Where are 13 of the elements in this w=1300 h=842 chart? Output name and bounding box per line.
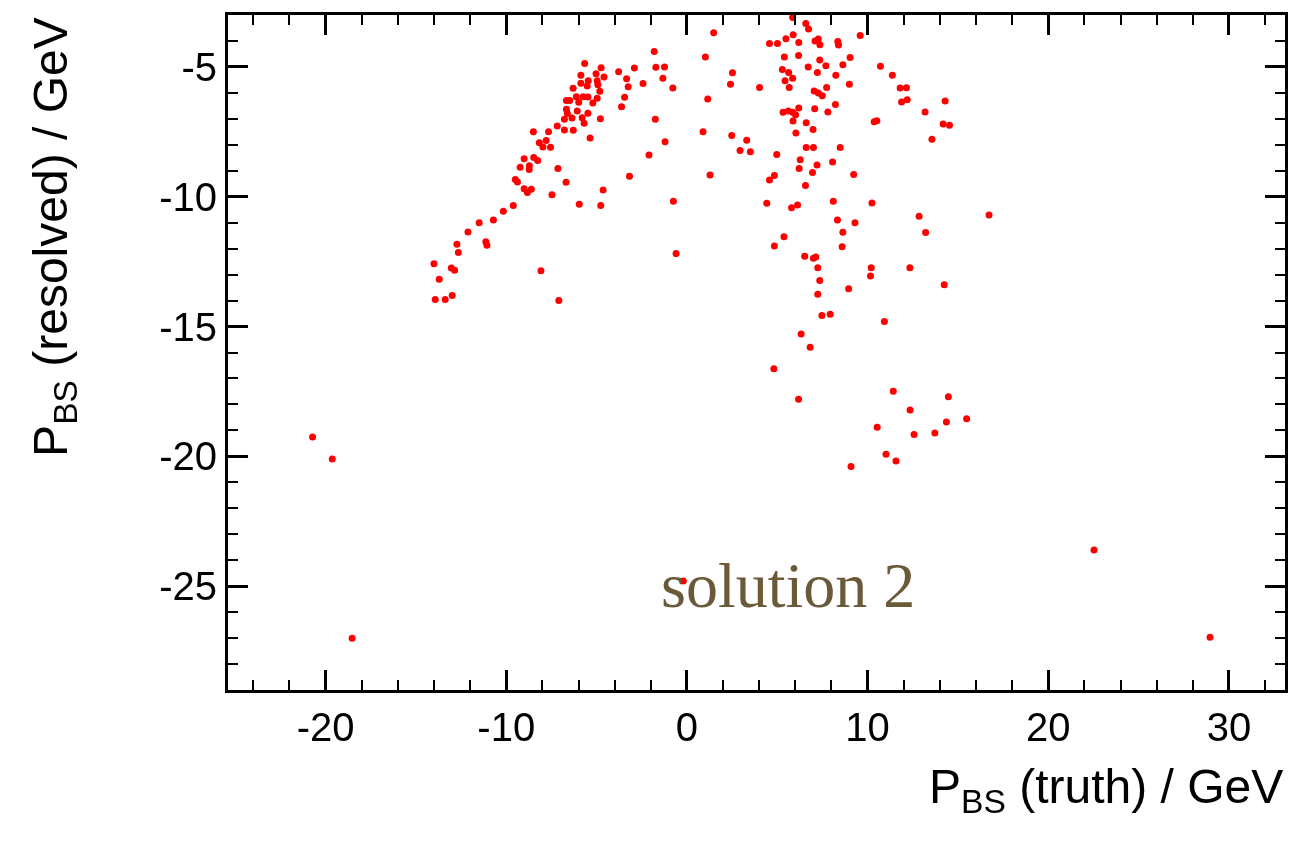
y-tick-label: -25 (159, 564, 217, 609)
x-tick-label: 10 (845, 705, 890, 749)
x-tick-label: -10 (477, 705, 536, 749)
x-tick-label: -20 (296, 705, 355, 749)
annotation: solution 2 (661, 550, 916, 621)
y-tick-label: -15 (159, 304, 217, 349)
x-axis-title: P$_{BS}$ (truth) / GeV (929, 760, 1284, 821)
y-tick-label: -20 (159, 434, 217, 479)
y-tick-label: -10 (159, 174, 217, 219)
x-tick-label: 30 (1206, 705, 1252, 749)
y-tick-label: -5 (181, 44, 217, 89)
x-tick-label: 0 (675, 705, 699, 749)
x-tick-label: 20 (1026, 705, 1071, 749)
